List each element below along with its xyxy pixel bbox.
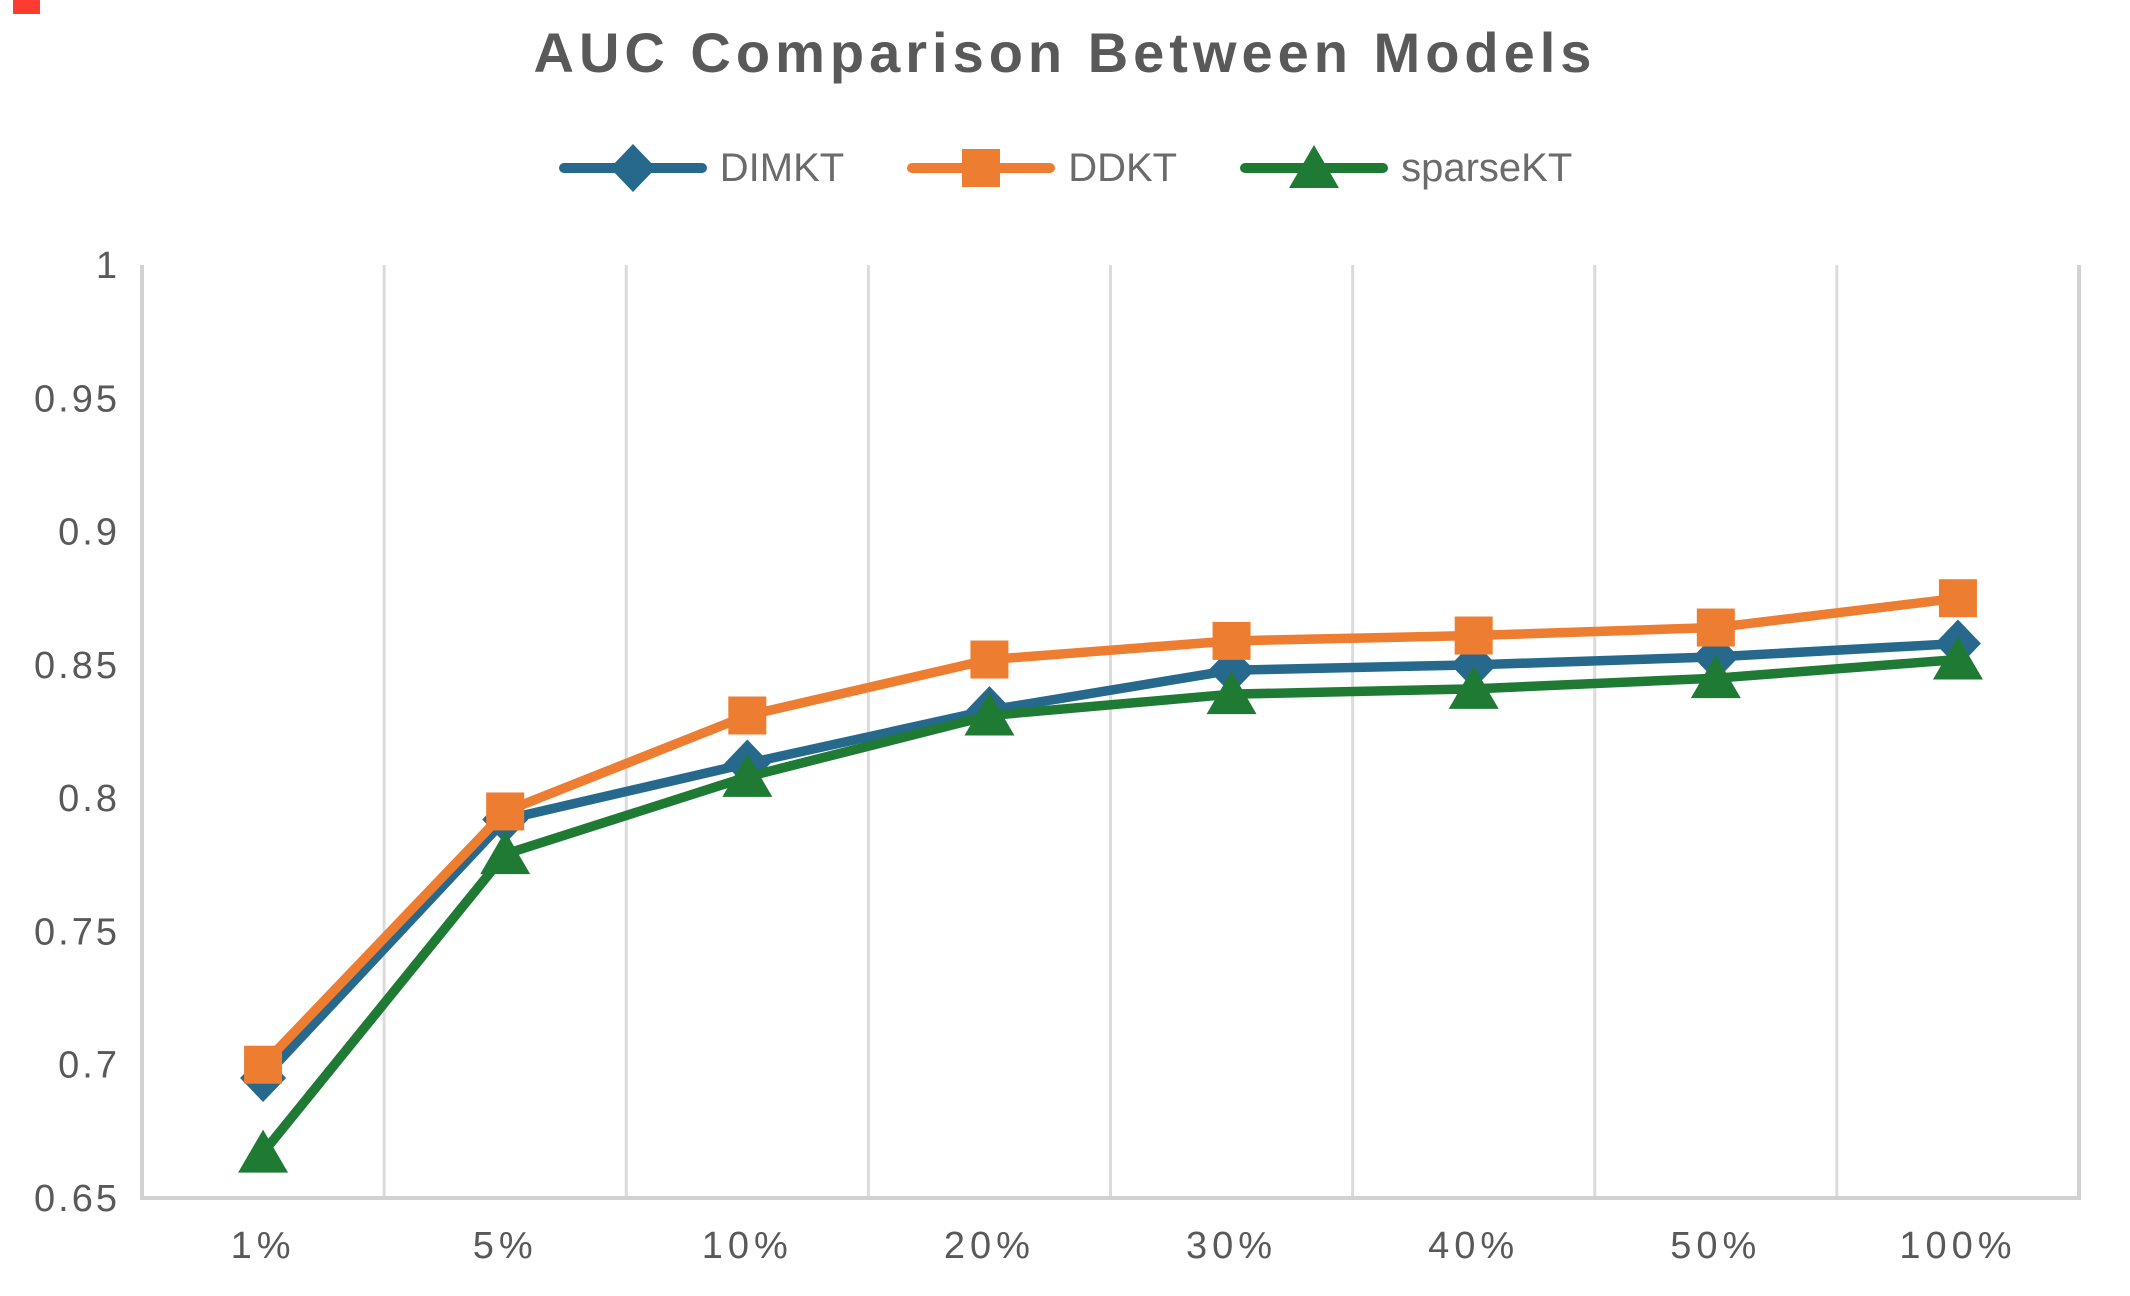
x-tick-label: 5% <box>473 1225 538 1267</box>
marker-square-icon <box>962 149 1001 187</box>
x-tick-label: 100% <box>1899 1225 2016 1267</box>
marker-square-icon <box>1938 579 1977 618</box>
marker-triangle-icon <box>964 692 1015 736</box>
x-tick-label: 20% <box>944 1225 1035 1267</box>
marker-square-icon <box>970 640 1009 679</box>
marker-triangle-icon <box>1289 145 1340 188</box>
chart-title: AUC Comparison Between Models <box>533 21 1597 84</box>
marker-triangle-icon <box>1448 665 1499 709</box>
marker-square-icon <box>244 1045 283 1084</box>
marker-square-icon <box>728 696 767 735</box>
marker-square-icon <box>1696 608 1735 647</box>
y-tick-label: 0.7 <box>58 1045 120 1087</box>
triangle-legend-marker-icon <box>1240 145 1389 188</box>
legend-label: DDKT <box>1068 145 1178 190</box>
series-sparseKT <box>238 636 1983 1173</box>
y-tick-label: 0.85 <box>34 645 120 687</box>
legend-label: DIMKT <box>719 145 845 190</box>
x-tick-label: 40% <box>1428 1225 1519 1267</box>
series-line-DDKT <box>258 593 1963 1070</box>
marker-triangle-icon <box>1932 636 1983 680</box>
diamond-legend-marker-icon <box>558 144 707 192</box>
series-line-DIMKT <box>258 638 1963 1083</box>
chart-legend: DIMKT DDKT sparseKT <box>0 140 2130 196</box>
marker-square-icon <box>1454 616 1493 655</box>
marker-triangle-icon <box>480 831 531 875</box>
x-tick-label: 30% <box>1186 1225 1277 1267</box>
y-tick-label: 0.75 <box>34 911 120 953</box>
legend-item-dimkt: DIMKT <box>558 140 844 196</box>
marker-triangle-icon <box>722 753 773 797</box>
y-tick-label: 1 <box>96 245 120 287</box>
marker-triangle-icon <box>238 1129 289 1173</box>
legend-item-sparsekt: sparseKT <box>1239 140 1572 196</box>
x-tick-label: 10% <box>702 1225 793 1267</box>
marker-square-icon <box>1212 621 1251 660</box>
square-legend-marker-icon <box>907 149 1056 187</box>
y-tick-label: 0.8 <box>58 778 120 820</box>
series-line-sparseKT <box>258 654 1963 1158</box>
y-tick-label: 0.65 <box>34 1178 120 1220</box>
marker-triangle-icon <box>1690 655 1741 699</box>
marker-square-icon <box>486 792 525 831</box>
y-tick-label: 0.9 <box>58 512 120 554</box>
legend-item-ddkt: DDKT <box>906 140 1177 196</box>
screen-corner-artifact <box>13 0 40 14</box>
marker-diamond-icon <box>609 144 656 192</box>
series-DDKT <box>244 579 1977 1084</box>
marker-triangle-icon <box>1206 671 1257 715</box>
y-tick-label: 0.95 <box>34 378 120 420</box>
x-tick-label: 50% <box>1670 1225 1761 1267</box>
x-tick-label: 1% <box>231 1225 296 1267</box>
legend-label: sparseKT <box>1401 145 1573 190</box>
